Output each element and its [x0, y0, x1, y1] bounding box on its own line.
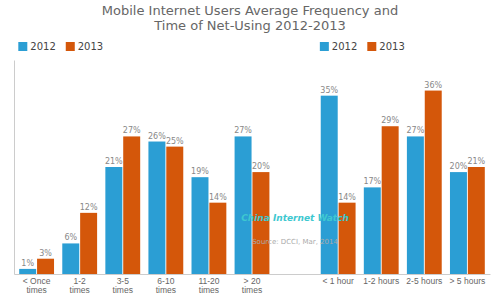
- data-label: 26%: [148, 132, 166, 141]
- bar: [62, 243, 79, 274]
- chart: Mobile Internet Users Average Frequency …: [0, 0, 500, 306]
- x-tick-label: > 5 hours: [450, 276, 486, 286]
- x-tick-label: < 1 hour: [322, 276, 354, 286]
- data-labels: 1% 6% 21% 26% 19% 27% 35% 17% 27% 20% 3% 12% 27% 25% 1…: [21, 81, 485, 268]
- x-tick: 1-2 hours: [363, 274, 399, 286]
- x-tick: < Oncetimes: [23, 274, 51, 295]
- bar: [382, 126, 399, 274]
- legend: 2012 2013: [18, 41, 103, 52]
- data-label: 6%: [64, 233, 77, 242]
- y-axis-line: [14, 61, 15, 275]
- bar: [364, 187, 381, 274]
- bar: [37, 259, 54, 274]
- bar: [166, 147, 183, 274]
- data-label: 21%: [467, 157, 485, 166]
- x-tick-label: 1-2times: [70, 276, 90, 295]
- legend-item: 2013: [66, 41, 103, 52]
- legend-swatch: [367, 42, 376, 51]
- x-tick-label: < Oncetimes: [23, 276, 51, 295]
- legend-item: 2012: [320, 41, 357, 52]
- bar: [235, 136, 252, 274]
- data-label: 14%: [209, 193, 227, 202]
- data-label: 19%: [191, 167, 209, 176]
- data-label: 35%: [320, 86, 338, 95]
- bar: [321, 96, 338, 274]
- legend-label: 2012: [332, 41, 357, 52]
- watermark: China Internet Watch: [241, 213, 349, 223]
- x-axis: < Oncetimes 1-2times 3-5times 6-10times 11-2…: [15, 274, 491, 295]
- data-label: 29%: [381, 116, 399, 125]
- x-tick: > 20times: [242, 274, 262, 295]
- data-label: 20%: [450, 162, 468, 171]
- x-tick-label: 1-2 hours: [363, 276, 399, 286]
- data-label: 36%: [424, 81, 442, 90]
- bar: [407, 136, 424, 274]
- x-tick: < 1 hour: [322, 274, 354, 286]
- legend-item: 2013: [367, 41, 404, 52]
- x-tick: 3-5times: [113, 274, 133, 295]
- x-tick: 6-10times: [156, 274, 176, 295]
- bar: [468, 167, 485, 274]
- legend-swatch: [320, 42, 329, 51]
- data-label: 20%: [252, 162, 270, 171]
- x-tick: > 5 hours: [450, 274, 486, 286]
- data-label: 12%: [80, 203, 98, 212]
- x-tick-label: 3-5times: [113, 276, 133, 295]
- data-label: 1%: [21, 259, 34, 268]
- legend-swatch: [18, 42, 27, 51]
- data-label: 17%: [363, 177, 381, 186]
- data-label: 25%: [166, 137, 184, 146]
- data-label: 27%: [406, 126, 424, 135]
- x-tick-label: 11-20times: [198, 276, 219, 295]
- data-label: 27%: [123, 126, 141, 135]
- source-note: Source: DCCI, Mar, 2014: [252, 238, 338, 246]
- data-label: 21%: [105, 157, 123, 166]
- x-tick-label: 6-10times: [156, 276, 176, 295]
- bar: [425, 91, 442, 274]
- x-tick-label: > 20times: [242, 276, 262, 295]
- bar: [105, 167, 122, 274]
- bar: [148, 142, 165, 274]
- bar: [19, 269, 36, 274]
- plot: 1% 6% 21% 26% 19% 27% 35% 17% 27% 20% 3% 12% 27% 25% 1…: [15, 61, 491, 296]
- bar: [252, 172, 269, 274]
- bar: [192, 177, 209, 274]
- bar: [209, 203, 226, 274]
- title: Mobile Internet Users Average Frequency …: [102, 3, 398, 33]
- data-label: 14%: [338, 193, 356, 202]
- data-label: 27%: [234, 126, 252, 135]
- legend-label: 2013: [379, 41, 404, 52]
- bar: [80, 213, 97, 274]
- legend-label: 2013: [78, 41, 103, 52]
- x-tick-label: 2-5 hours: [406, 276, 442, 286]
- legend: 2012 2013: [320, 41, 405, 52]
- legend-swatch: [66, 42, 75, 51]
- x-tick: 2-5 hours: [406, 274, 442, 286]
- x-tick: 1-2times: [70, 274, 90, 295]
- x-tick: 11-20times: [198, 274, 219, 295]
- legend-item: 2012: [18, 41, 55, 52]
- y-axis: [14, 61, 15, 275]
- bar: [123, 136, 140, 274]
- bars: [19, 91, 485, 274]
- data-label: 3%: [39, 249, 52, 258]
- bar: [450, 172, 467, 274]
- x-axis-line: [15, 274, 491, 275]
- legend-label: 2012: [30, 41, 55, 52]
